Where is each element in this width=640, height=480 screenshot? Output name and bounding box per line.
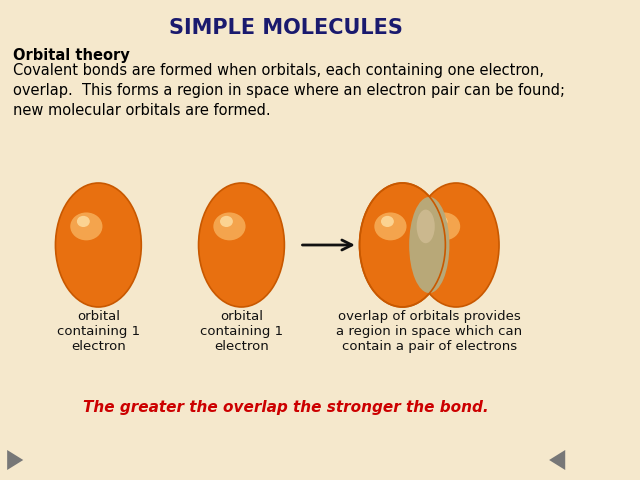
Ellipse shape [198, 183, 284, 307]
Ellipse shape [70, 213, 102, 240]
Text: SIMPLE MOLECULES: SIMPLE MOLECULES [169, 18, 403, 38]
Text: overlap of orbitals provides
a region in space which can
contain a pair of elect: overlap of orbitals provides a region in… [336, 310, 522, 353]
Ellipse shape [417, 210, 435, 243]
Ellipse shape [213, 213, 246, 240]
Ellipse shape [77, 216, 90, 227]
Ellipse shape [360, 183, 445, 307]
Text: orbital
containing 1
electron: orbital containing 1 electron [57, 310, 140, 353]
Text: orbital
containing 1
electron: orbital containing 1 electron [200, 310, 283, 353]
Ellipse shape [409, 197, 449, 293]
Ellipse shape [413, 183, 499, 307]
Ellipse shape [381, 216, 394, 227]
Polygon shape [549, 450, 565, 470]
Text: Orbital theory: Orbital theory [13, 48, 130, 63]
Text: Covalent bonds are formed when orbitals, each containing one electron,
overlap. : Covalent bonds are formed when orbitals,… [13, 63, 565, 118]
Ellipse shape [428, 213, 460, 240]
Ellipse shape [435, 216, 447, 227]
Polygon shape [7, 450, 23, 470]
Ellipse shape [220, 216, 233, 227]
Ellipse shape [56, 183, 141, 307]
Ellipse shape [374, 213, 406, 240]
Text: The greater the overlap the stronger the bond.: The greater the overlap the stronger the… [83, 400, 489, 415]
